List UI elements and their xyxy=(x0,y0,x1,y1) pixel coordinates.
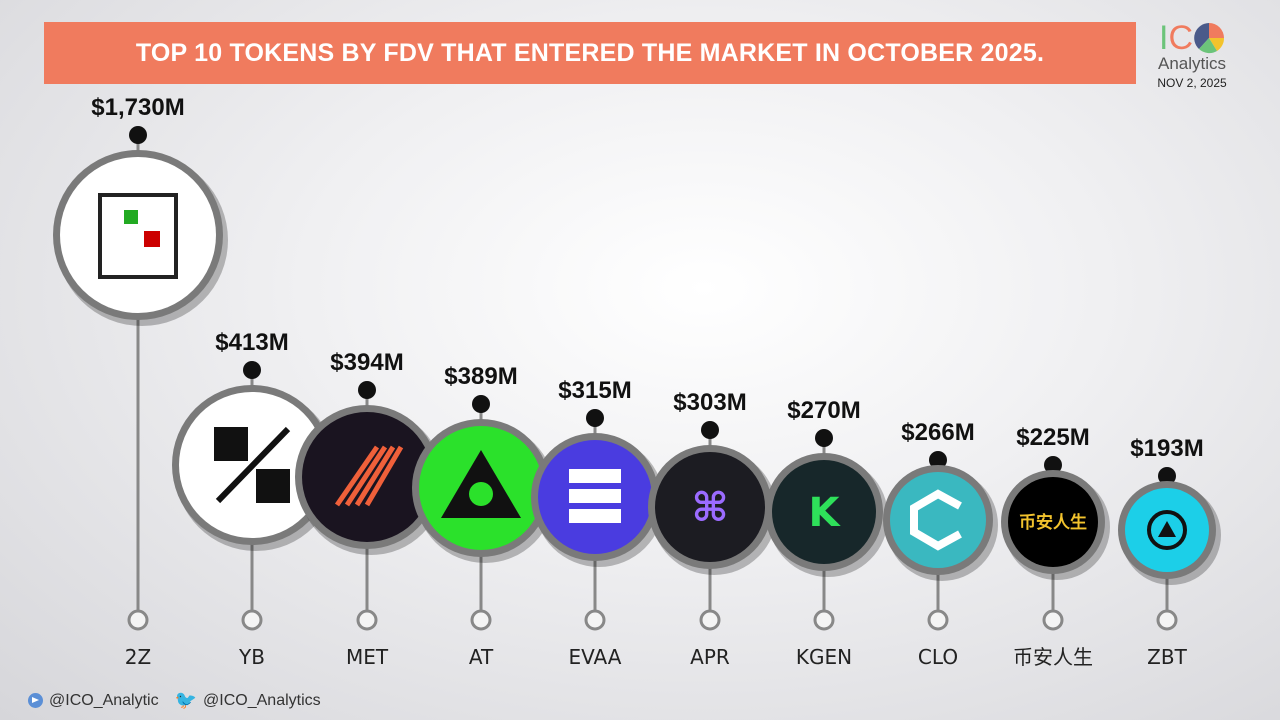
category-label: KGEN xyxy=(796,645,852,669)
logo-pie-icon xyxy=(1194,23,1225,54)
value-label: $413M xyxy=(215,329,288,356)
report-date: NOV 2, 2025 xyxy=(1157,76,1227,90)
category-label: EVAA xyxy=(569,645,622,669)
token-icon-币安人生 xyxy=(1008,477,1098,567)
category-label: 2Z xyxy=(125,645,151,669)
value-dot xyxy=(472,395,490,413)
value-label: $394M xyxy=(330,349,403,376)
value-dot xyxy=(1044,456,1062,474)
value-dot xyxy=(586,409,604,427)
category-label: MET xyxy=(346,645,389,669)
yb-block-icon xyxy=(256,469,290,503)
value-label: $270M xyxy=(787,397,860,424)
clo-c-icon xyxy=(910,489,962,551)
category-label: ZBT xyxy=(1147,645,1187,669)
category-label: AT xyxy=(469,645,494,669)
base-dot xyxy=(1042,609,1064,631)
twitter-icon: 🐦 xyxy=(174,690,198,710)
telegram-handle[interactable]: @ICO_Analytic xyxy=(49,691,159,709)
base-dot xyxy=(470,609,492,631)
zbt-ring-icon xyxy=(1147,510,1187,550)
value-dot xyxy=(701,421,719,439)
value-dot xyxy=(358,381,376,399)
base-dot xyxy=(584,609,606,631)
value-label: $266M xyxy=(901,419,974,446)
category-label: APR xyxy=(690,645,730,669)
yb-block-icon xyxy=(214,427,248,461)
value-label: $193M xyxy=(1130,435,1203,462)
base-dot xyxy=(813,609,835,631)
footer-socials: @ICO_Analytic 🐦 @ICO_Analytics xyxy=(28,690,321,711)
category-label: 币安人生 xyxy=(1013,645,1093,669)
logo-ic-text: I xyxy=(1158,19,1169,57)
category-label: YB xyxy=(238,645,265,669)
met-stripe-icon xyxy=(364,445,404,507)
category-label: CLO xyxy=(918,645,958,669)
zbt-triangle-icon xyxy=(1158,521,1176,537)
yb-slash-icon xyxy=(215,426,291,504)
broken-image-icon xyxy=(98,193,178,279)
base-dot xyxy=(127,609,149,631)
evaa-bar-icon xyxy=(569,509,621,523)
evaa-bar-icon xyxy=(569,489,621,503)
base-dot xyxy=(356,609,378,631)
token-glyph-icon: K xyxy=(809,490,842,536)
token-glyph-icon: ⌘ xyxy=(691,485,728,531)
value-label: $1,730M xyxy=(91,94,184,121)
logo-analytics-text: Analytics xyxy=(1157,54,1227,73)
token-glyph-icon: 币安人生 xyxy=(1019,512,1087,533)
broken-image-green xyxy=(124,210,138,224)
value-dot xyxy=(129,126,147,144)
value-dot xyxy=(929,451,947,469)
twitter-handle[interactable]: @ICO_Analytics xyxy=(203,691,321,709)
base-dot xyxy=(927,609,949,631)
value-dot xyxy=(815,429,833,447)
token-icon-clo xyxy=(890,472,986,568)
base-dot xyxy=(241,609,263,631)
value-label: $303M xyxy=(673,389,746,416)
evaa-bar-icon xyxy=(569,469,621,483)
title-banner: TOP 10 TOKENS BY FDV THAT ENTERED THE MA… xyxy=(44,22,1136,84)
met-stripe-icon xyxy=(344,445,388,507)
value-label: $389M xyxy=(444,363,517,390)
token-icon-kgen xyxy=(772,460,876,564)
value-label: $225M xyxy=(1016,424,1089,451)
value-dot xyxy=(243,361,261,379)
broken-image-red xyxy=(144,231,160,247)
base-dot xyxy=(1156,609,1178,631)
base-dot xyxy=(699,609,721,631)
at-eye-icon xyxy=(469,482,493,506)
value-label: $315M xyxy=(558,377,631,404)
met-stripe-icon xyxy=(354,445,396,507)
met-stripe-icon xyxy=(334,445,380,507)
token-icon-apr xyxy=(655,452,765,562)
token-icon-2z xyxy=(60,157,216,313)
value-dot xyxy=(1158,467,1176,485)
telegram-icon xyxy=(28,693,43,708)
